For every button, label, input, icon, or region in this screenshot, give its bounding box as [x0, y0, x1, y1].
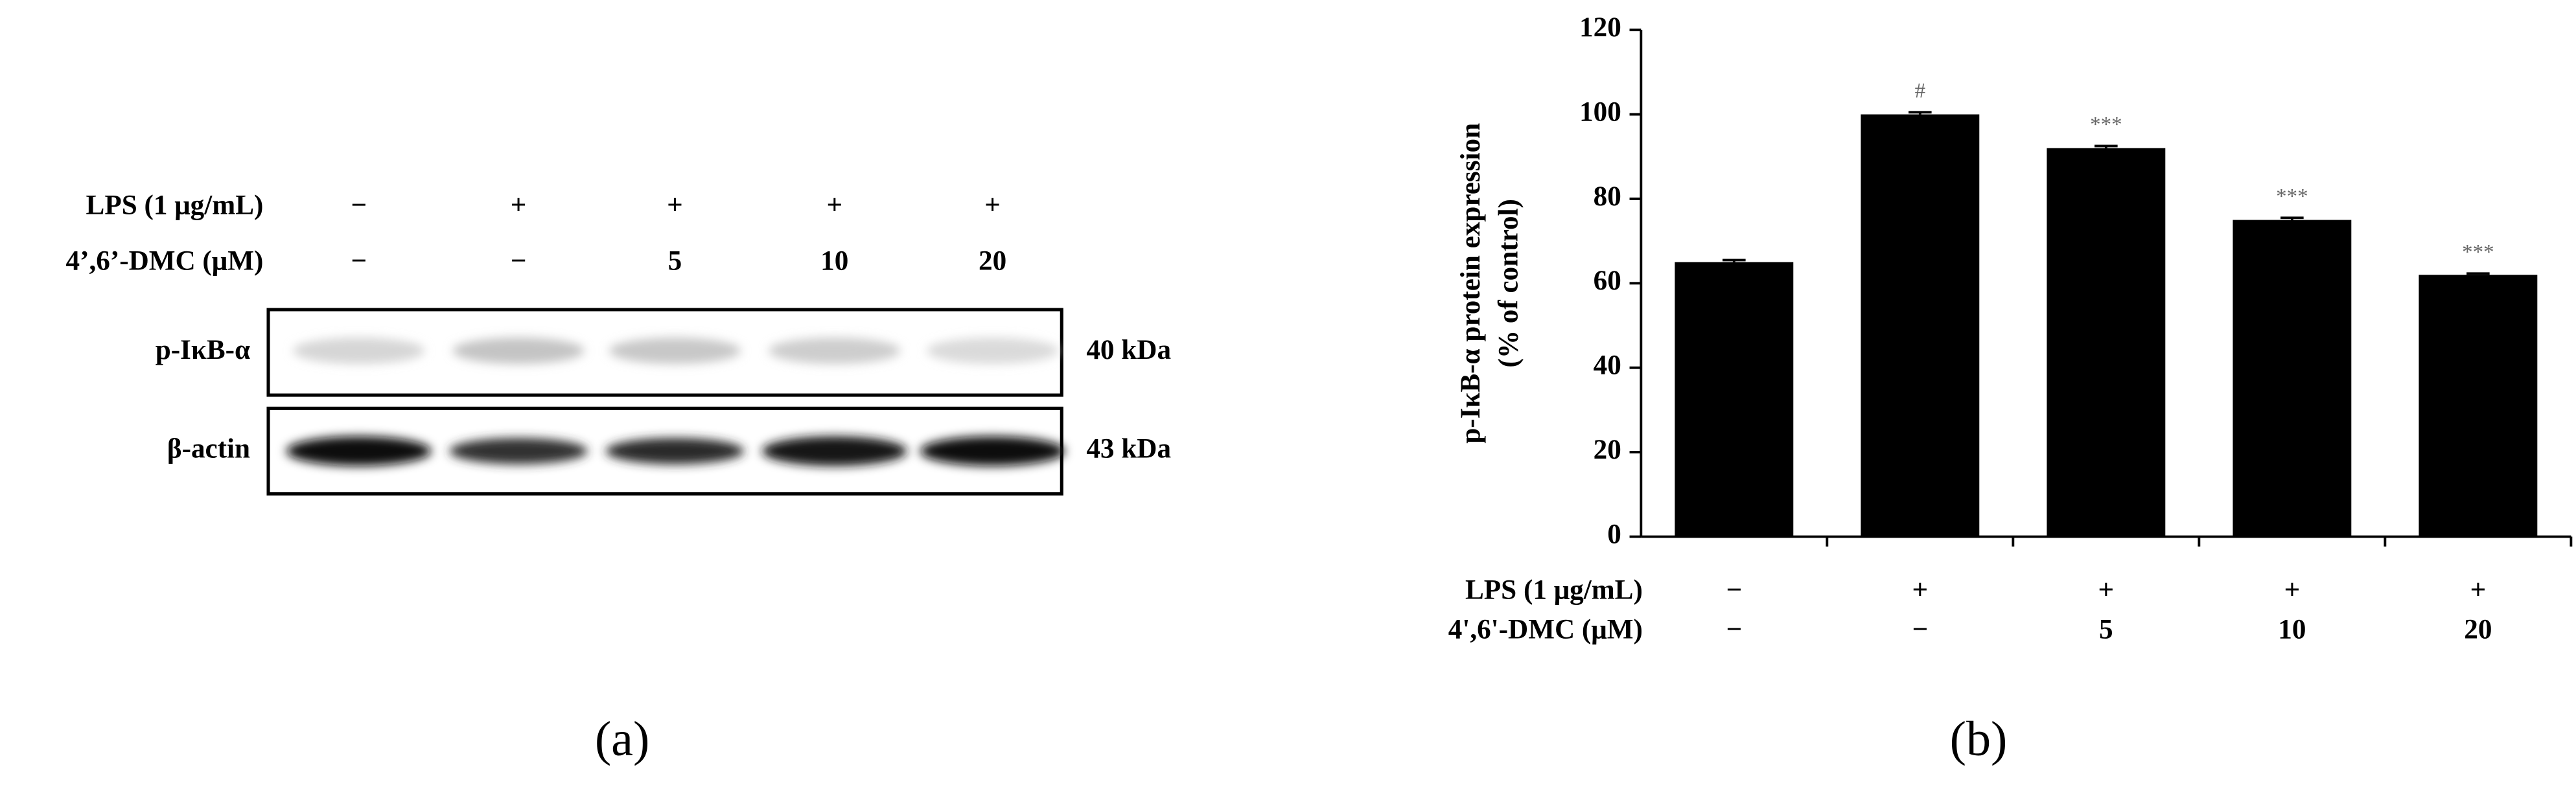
y-tick-label: 120 — [1579, 12, 1621, 43]
error-bar — [2094, 144, 2118, 148]
error-bar — [2466, 272, 2490, 275]
significance: # — [1915, 79, 1926, 102]
treatment: + — [2284, 575, 2301, 606]
panel-label: (b) — [1950, 712, 2008, 766]
treatment: + — [2470, 575, 2487, 606]
treatment: − — [351, 246, 367, 277]
treatment: + — [1912, 575, 1929, 606]
row-label: 4’,6’-DMC (μM) — [66, 246, 264, 277]
band-size: 40 kDa — [1086, 335, 1171, 365]
bar — [2419, 275, 2538, 537]
treatment: + — [511, 190, 527, 220]
y-tick-label: 60 — [1594, 266, 1621, 296]
significance: *** — [2462, 240, 2494, 264]
treatment: 10 — [2278, 615, 2306, 645]
treatment: + — [2098, 575, 2115, 606]
treatment: − — [1912, 615, 1929, 645]
band-label: p-IκB-α — [156, 335, 250, 365]
error-bar — [1723, 258, 1746, 262]
row-label: LPS (1 μg/mL) — [86, 190, 264, 220]
bar — [1675, 262, 1794, 537]
band-label: β-actin — [167, 433, 250, 464]
y-axis-label: (% of control) — [1494, 199, 1524, 367]
treatment: − — [351, 190, 367, 220]
treatment: − — [1726, 615, 1743, 645]
row-label: 4',6'-DMC (μM) — [1448, 615, 1643, 645]
treatment: + — [826, 190, 842, 220]
treatment: 5 — [668, 246, 682, 277]
bar — [2233, 220, 2352, 537]
error-bar — [2280, 216, 2304, 220]
treatment: + — [984, 190, 1001, 220]
band-size: 43 kDa — [1086, 433, 1171, 464]
treatment: 5 — [2099, 615, 2113, 645]
row-label: LPS (1 μg/mL) — [1465, 575, 1643, 606]
y-tick-label: 100 — [1579, 97, 1621, 127]
y-tick-label: 20 — [1594, 435, 1621, 465]
y-tick-label: 40 — [1594, 350, 1621, 381]
treatment: 20 — [2464, 615, 2492, 645]
treatment: + — [667, 190, 683, 220]
significance: *** — [2090, 113, 2122, 137]
y-tick-label: 80 — [1594, 181, 1621, 212]
error-bar — [1909, 111, 1932, 115]
treatment: − — [1726, 575, 1743, 606]
treatment: 10 — [820, 246, 848, 277]
treatment: − — [511, 246, 527, 277]
panel-label: (a) — [595, 712, 650, 766]
y-axis-label: p-IκB-α protein expression — [1456, 123, 1486, 444]
bar — [1861, 114, 1980, 537]
treatment: 20 — [979, 246, 1006, 277]
significance: *** — [2276, 185, 2308, 208]
y-tick-label: 0 — [1607, 519, 1621, 549]
bar — [2047, 148, 2166, 537]
blot-bands — [286, 337, 1065, 466]
